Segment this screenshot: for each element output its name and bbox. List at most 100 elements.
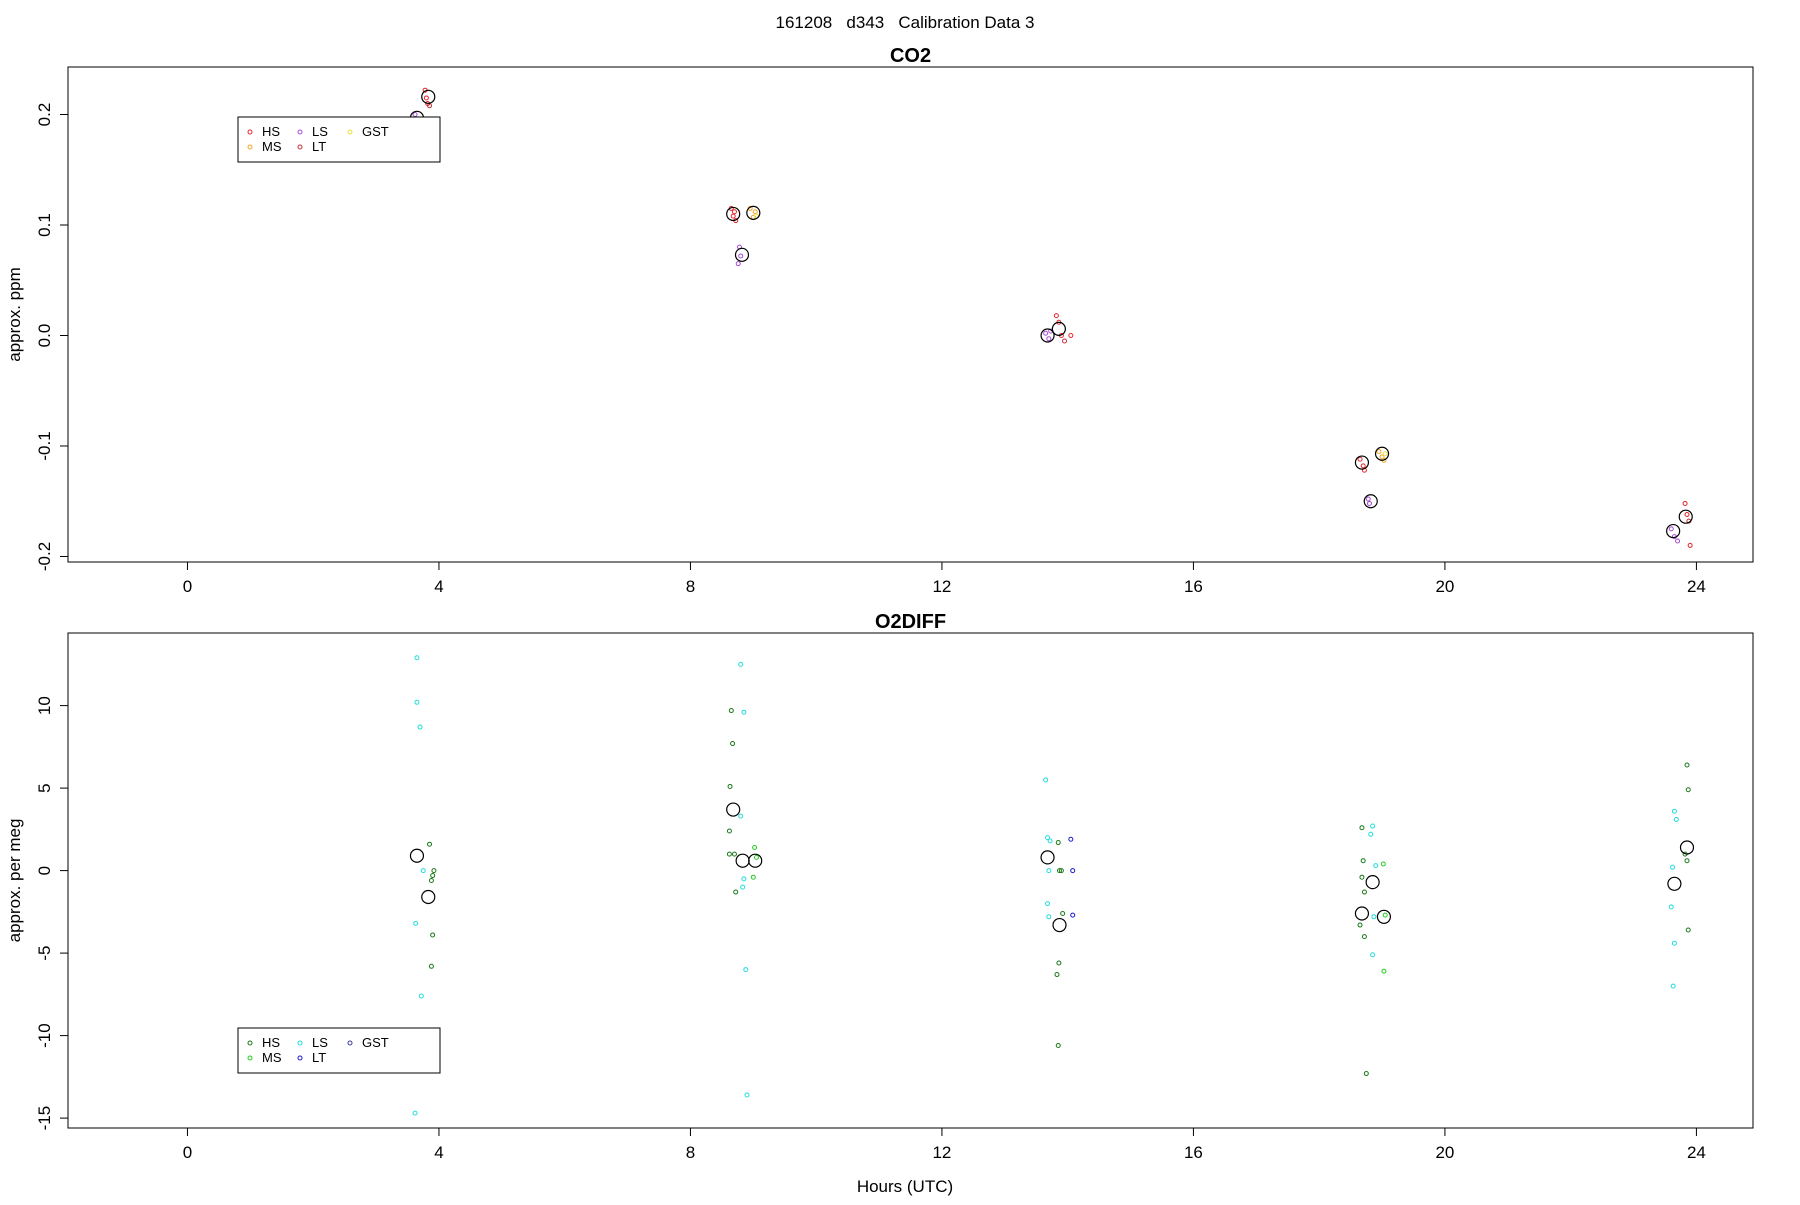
o2diff-panel: O2DIFF approx. per meg 0 4 8 12 16 20 24 -15 -10 -5… [5,611,1754,1162]
o2diff-point-mean [1354,906,1370,921]
o2diff-point-hs [428,878,434,883]
o2diff-y-tick-label: -10 [35,1023,54,1048]
o2diff-point-ls [1671,940,1677,946]
o2diff-point-hs [430,932,436,938]
o2diff-y-tick-label: -5 [35,946,54,961]
o2diff-y-axis-title: approx. per meg [5,819,24,943]
co2-y-tick-label: 0.0 [35,324,54,348]
o2diff-point-hs [726,828,732,834]
o2diff-point-mean [421,889,436,905]
co2-point-mean [1374,446,1390,461]
o2diff-point-ms [753,854,759,860]
co2-y-tick-label: -0.2 [35,542,54,571]
o2diff-point-mean [1667,876,1682,891]
co2-legend-marker [297,129,303,135]
co2-point-ms [1376,449,1382,455]
o2diff-y-tick-label: -15 [35,1106,54,1131]
o2diff-point-ls [1370,823,1376,829]
o2diff-point-hs [1361,934,1367,940]
o2diff-legend-marker [297,1040,303,1046]
o2diff-point-hs [1055,840,1061,846]
o2diff-point-ls [1371,914,1377,920]
o2diff-point-ls [413,920,419,926]
o2diff-point-hs [1684,762,1690,768]
co2-legend-marker [247,144,253,150]
co2-legend-label: LT [312,139,326,154]
o2diff-point-mean [1040,850,1055,865]
co2-point-hs [423,95,429,101]
o2diff-point-ls [741,709,747,715]
co2-y-axis-title: approx. ppm [5,267,24,362]
co2-point-ls [1675,538,1681,544]
o2diff-point-ls [414,699,420,705]
co2-x-tick-label: 24 [1687,577,1706,596]
o2diff-point-ms [1381,968,1387,974]
o2diff-point-mean [726,802,741,817]
o2diff-point-hs [1058,868,1064,874]
o2diff-point-ls [1671,808,1677,814]
o2diff-y-tick-label: 5 [35,783,54,792]
co2-point-mean [1678,509,1693,524]
o2diff-point-mean [409,848,425,863]
co2-point-ls [1043,330,1049,336]
o2diff-legend-marker [247,1040,253,1046]
o2diff-x-tick-label: 4 [434,1143,443,1162]
co2-point-gst [1382,451,1388,457]
o2diff-x-tick-label: 12 [932,1143,951,1162]
o2diff-point-mean [1365,875,1380,890]
o2diff-point-hs [1056,960,1062,966]
o2diff-point-ms [750,874,756,880]
co2-point-ls [412,112,418,118]
co2-x-tick-label: 4 [434,577,443,596]
o2diff-point-ls [741,876,747,882]
o2diff-point-ls [1045,835,1051,841]
co2-point-ls [735,261,741,267]
co2-y-tick-label: 0.1 [35,213,54,237]
co2-x-tick-label: 20 [1435,577,1454,596]
o2diff-point-ls [417,724,423,730]
o2diff-legend-label: MS [262,1050,282,1065]
co2-point-hs [1360,463,1366,469]
o2diff-legend-marker [347,1040,353,1046]
co2-x-tick-label: 12 [932,577,951,596]
o2diff-legend-box [237,1027,441,1074]
o2diff-x-tick-label: 0 [183,1143,192,1162]
o2diff-point-hs [428,963,434,969]
co2-legend-marker [297,144,303,150]
o2diff-x-tick-label: 8 [686,1143,695,1162]
co2-point-mean [1040,328,1055,343]
co2-point-mean [734,247,750,262]
co2-legend-label: GST [362,124,389,139]
o2diff-point-hs [730,741,736,747]
o2diff-x-tick-label: 20 [1435,1143,1454,1162]
o2diff-point-ls [1668,904,1674,910]
o2diff-point-hs [1357,922,1363,928]
o2diff-point-hs [1684,858,1690,864]
o2diff-point-ls [744,1092,750,1098]
co2-point-hs [1068,332,1074,338]
o2diff-point-hs [1359,825,1365,831]
co2-point-ls [1366,500,1372,506]
o2diff-point-hs [1361,889,1367,895]
co2-point-lt [1062,338,1068,344]
co2-point-mean [1354,455,1370,470]
o2diff-point-ls [1043,777,1049,783]
o2diff-point-ls [1045,901,1051,907]
co2-point-hs [731,209,737,215]
co2-legend-label: LS [312,124,328,139]
o2diff-point-hs [1060,911,1066,916]
o2diff-point-ls [740,884,746,890]
co2-legend-marker [347,129,353,135]
co2-title: CO2 [890,45,931,67]
co2-point-ls [1365,496,1371,502]
o2diff-legend-label: GST [362,1035,389,1050]
o2diff-point-hs [1363,1071,1369,1077]
o2diff-y-tick-label: 10 [35,696,54,715]
co2-point-ls [738,253,744,259]
o2diff-point-hs [728,708,734,714]
co2-y-tick-label: 0.2 [35,103,54,127]
o2diff-point-ls [1670,864,1676,870]
